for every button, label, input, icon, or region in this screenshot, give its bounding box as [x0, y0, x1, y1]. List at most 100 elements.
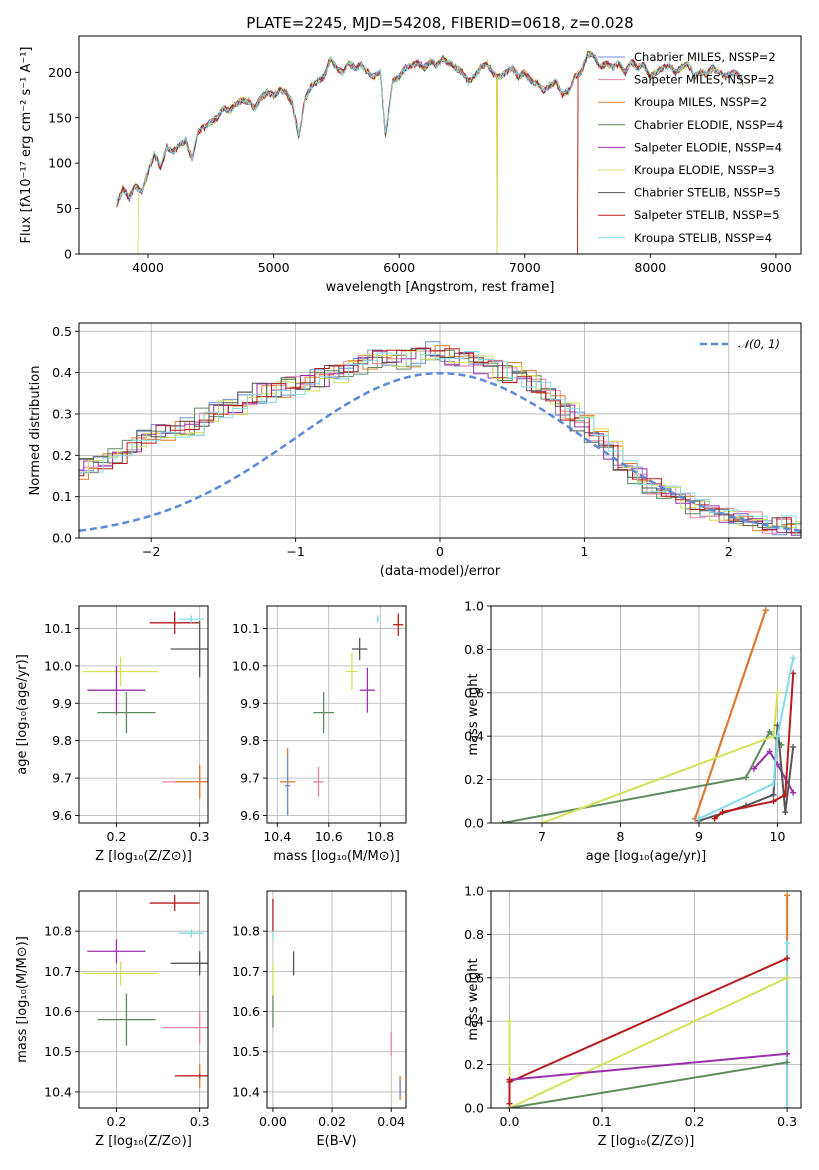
mass-weight-line [509, 1061, 788, 1108]
y-tick-label: 0.4 [464, 1014, 484, 1029]
mass-weight-line [698, 657, 795, 820]
y-tick-label: 0.0 [464, 1101, 484, 1116]
x-tick-label: 4000 [132, 260, 164, 275]
mass-weight-marker [695, 815, 702, 822]
y-tick-label: 0.0 [464, 816, 484, 831]
x-tick-label: 5000 [258, 260, 290, 275]
mass-vs-Z-axes [79, 891, 208, 1108]
x-tick-label: 1 [580, 544, 588, 559]
y-tick-label: 0 [64, 247, 72, 262]
histogram-step-line [79, 347, 801, 536]
spectrum-legend: Chabrier MILES, NSSP=2 Salpeter MILES, NS… [598, 50, 783, 245]
mass-weight-vs-age-axes [491, 605, 801, 824]
y-tick-label: 150 [48, 110, 72, 125]
error-bar-point [83, 656, 159, 687]
y-tick-label: 10.7 [44, 964, 72, 979]
x-tick-label: 10.8 [366, 829, 394, 844]
x-axis-label: Z [log₁₀(Z/Z⊙)] [95, 1134, 192, 1149]
error-bar-point [351, 637, 368, 661]
mass-weight-line [509, 957, 788, 1083]
mass-weight-marker [782, 791, 789, 798]
y-tick-label: 0.2 [52, 448, 72, 463]
x-tick-label: 7000 [509, 260, 541, 275]
error-bar-point [87, 939, 146, 964]
y-tick-label: 10.1 [44, 621, 72, 636]
mass-vs-Z-frame: 0.2 0.3 10.4 10.5 10.6 10.7 10.8 Z [log₁₀(Z/Z⊙)… [15, 890, 210, 1149]
error-bar-point [345, 652, 359, 691]
y-tick-label: 0.5 [52, 324, 72, 339]
mass-weight-marker [766, 728, 773, 735]
age-vs-Z-axes [79, 606, 208, 823]
mass-weight-marker [784, 955, 791, 962]
mass-weight-vs-Z-plot-area [506, 892, 791, 1108]
histogram-step-line [79, 341, 801, 536]
x-axis-label: (data-model)/error [380, 564, 501, 579]
x-tick-label: 0.0 [500, 1114, 520, 1129]
error-bar-point [393, 613, 404, 636]
error-bar-point [285, 755, 291, 816]
x-tick-label: 0.3 [190, 829, 210, 844]
age-vs-mass-frame: 10.4 10.6 10.8 9.6 9.7 9.8 9.9 10.0 10.1 mass [lo… [232, 605, 407, 864]
y-tick-label: 0.6 [464, 970, 484, 985]
y-tick-label: 9.9 [52, 696, 72, 711]
mass-vs-Z-plot-area [83, 895, 208, 1088]
y-axis-label: Normed distribution [28, 366, 43, 496]
mass-weight-marker [784, 892, 791, 899]
mass-weight-marker [782, 809, 789, 816]
x-tick-label: 9000 [760, 260, 792, 275]
x-axis-label: Z [log₁₀(Z/Z⊙)] [598, 1134, 695, 1149]
mass-weight-line [753, 749, 795, 794]
y-tick-label: 9.9 [240, 696, 260, 711]
mass-weight-marker [784, 1059, 791, 1066]
legend-label: Chabrier MILES, NSSP=2 [634, 50, 776, 64]
x-tick-label: 0.1 [592, 1114, 612, 1129]
mass-weight-marker [784, 974, 791, 981]
y-tick-label: 100 [48, 156, 72, 171]
chart-title: PLATE=2245, MJD=54208, FIBERID=0618, z=0… [246, 14, 633, 32]
y-tick-label: 10.6 [44, 1004, 72, 1019]
legend-label: Chabrier ELODIE, NSSP=4 [634, 118, 783, 132]
mass-weight-line [509, 976, 788, 1108]
y-tick-label: 9.6 [52, 808, 72, 823]
x-axis-label: wavelength [Angstrom, rest frame] [326, 280, 555, 295]
y-tick-label: 10.0 [44, 658, 72, 673]
error-bar-point [83, 961, 159, 986]
residuals-frame: −2 −1 0 1 2 0.0 0.1 0.2 0.3 0.4 0.5 (data-model)/er… [28, 322, 802, 579]
mass-weight-marker [719, 809, 726, 816]
x-axis-label: age [log₁₀(age/yr)] [586, 849, 707, 864]
y-tick-label: 9.6 [240, 808, 260, 823]
error-bar-point [170, 620, 208, 678]
mass-weight-marker [750, 765, 757, 772]
y-tick-label: 1.0 [464, 884, 484, 899]
legend-label: 𝒩(0, 1) [738, 337, 780, 351]
mass-weight-marker [743, 774, 750, 781]
x-tick-label: 0.3 [190, 1114, 210, 1129]
mass-weight-marker [506, 1100, 513, 1107]
mass-weight-marker [790, 655, 797, 662]
mass-weight-marker [790, 744, 797, 751]
mass-weight-marker [499, 820, 506, 823]
mass-weight-line [502, 730, 783, 823]
x-tick-label: −1 [286, 544, 304, 559]
x-tick-label: 0.04 [377, 1114, 405, 1129]
x-tick-label: 0.3 [777, 1114, 797, 1129]
y-tick-label: 9.7 [240, 771, 260, 786]
x-tick-label: 2 [725, 544, 733, 559]
histogram-step-line [79, 350, 801, 528]
mass-weight-marker [711, 815, 718, 822]
mass-weight-marker [774, 733, 781, 740]
x-tick-label: 0.2 [107, 1114, 127, 1129]
x-tick-label: 9 [695, 829, 703, 844]
y-tick-label: 200 [48, 65, 72, 80]
error-bar-point [313, 766, 324, 797]
y-tick-label: 10.0 [232, 658, 260, 673]
histogram-step-line [79, 347, 801, 534]
mass-weight-marker [774, 689, 781, 696]
y-tick-label: 0.3 [52, 406, 72, 421]
age-vs-Z-frame: 0.2 0.3 9.6 9.7 9.8 9.9 10.0 10.1 Z [log₁₀(Z/Z⊙)… [15, 605, 210, 864]
error-bar-point [313, 692, 334, 734]
age-vs-Z-plot-area [83, 611, 208, 799]
mass-weight-marker [539, 820, 546, 823]
error-bar-point [162, 1011, 208, 1044]
x-axis-label: Z [log₁₀(Z/Z⊙)] [95, 849, 192, 864]
